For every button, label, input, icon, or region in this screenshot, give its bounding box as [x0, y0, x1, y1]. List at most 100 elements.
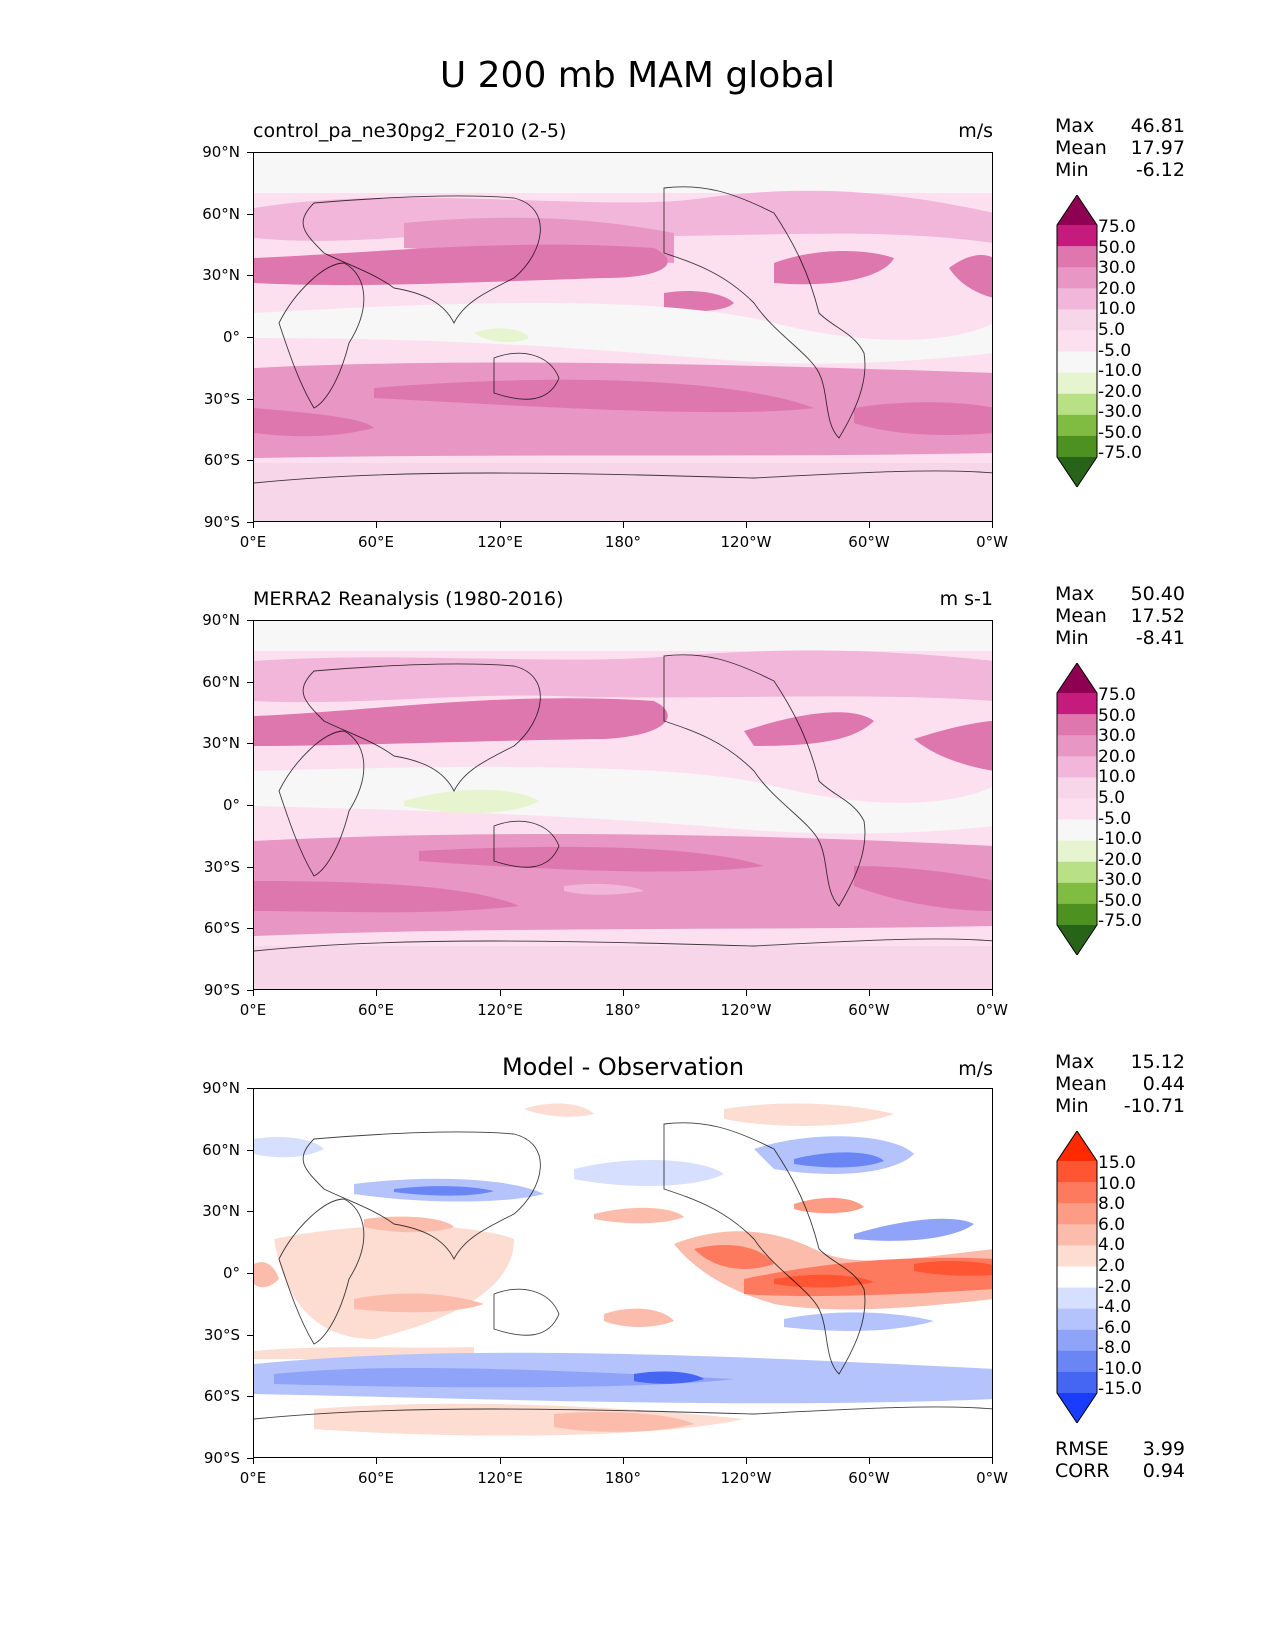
- x-tick: [746, 990, 748, 996]
- y-tick: [247, 805, 253, 807]
- colorbar-segment: [1057, 1161, 1097, 1183]
- colorbar-segment: [1057, 225, 1097, 247]
- colorbar-segment: [1057, 393, 1097, 416]
- x-tick: [500, 522, 502, 528]
- colorbar: [1056, 663, 1098, 955]
- y-tick: [247, 1273, 253, 1275]
- rmse-label: RMSE: [1055, 1438, 1109, 1460]
- y-tick-label: 30°N: [202, 1202, 240, 1220]
- y-tick-label: 30°N: [202, 266, 240, 284]
- y-tick-label: 0°: [222, 796, 240, 814]
- x-tick: [623, 990, 625, 996]
- x-tick-label: 60°W: [848, 1001, 890, 1019]
- map-field-observation: [254, 621, 992, 989]
- y-tick-label: 30°S: [203, 1326, 240, 1344]
- colorbar-segment: [1057, 1266, 1097, 1289]
- x-tick: [253, 990, 255, 996]
- colorbar-segment: [1057, 882, 1097, 905]
- x-tick-label: 60°E: [357, 1469, 395, 1487]
- x-tick: [869, 990, 871, 996]
- stats-box: Max 15.12 Mean 0.44 Min -10.71: [1055, 1051, 1185, 1117]
- colorbar-segment: [1057, 1308, 1097, 1331]
- colorbar-label: -10.0: [1098, 1359, 1142, 1379]
- x-tick-label: 0°E: [239, 533, 267, 551]
- stat-mean: 17.52: [1130, 605, 1185, 627]
- colorbar-segment: [1057, 309, 1097, 331]
- x-tick-label: 0°W: [976, 1001, 1008, 1019]
- colorbar-segment: [1057, 777, 1097, 799]
- map-field-model: [254, 153, 992, 521]
- colorbar-segment: [1057, 1131, 1097, 1161]
- x-tick-label: 60°E: [357, 533, 395, 551]
- x-tick-label: 60°W: [848, 1469, 890, 1487]
- y-tick: [247, 275, 253, 277]
- stat-max-label: Max: [1055, 115, 1095, 137]
- x-tick: [869, 522, 871, 528]
- y-tick-label: 60°N: [202, 205, 240, 223]
- x-tick: [992, 990, 994, 996]
- y-tick-label: 90°S: [203, 1449, 240, 1467]
- stat-min-label: Min: [1055, 1095, 1089, 1117]
- colorbar-segment: [1057, 840, 1097, 863]
- colorbar-label: -15.0: [1098, 1379, 1142, 1399]
- stat-max-label: Max: [1055, 583, 1095, 605]
- stat-mean: 0.44: [1142, 1073, 1185, 1095]
- colorbar-segment: [1057, 1287, 1097, 1310]
- x-tick: [746, 522, 748, 528]
- colorbar-segment: [1057, 267, 1097, 289]
- x-tick-label: 0°W: [976, 533, 1008, 551]
- colorbar-segment: [1057, 288, 1097, 310]
- colorbar: [1056, 1131, 1098, 1423]
- colorbar-label: -6.0: [1098, 1318, 1132, 1338]
- colorbar-label: -75.0: [1098, 443, 1142, 463]
- panel-units: m s-1: [939, 588, 993, 610]
- y-tick: [247, 214, 253, 216]
- colorbar-label: 5.0: [1098, 320, 1126, 340]
- y-tick: [247, 682, 253, 684]
- x-tick: [376, 1458, 378, 1464]
- y-tick-label: 60°S: [203, 1387, 240, 1405]
- y-tick-label: 30°N: [202, 734, 240, 752]
- panel-title: Model - Observation: [501, 1053, 745, 1081]
- colorbar: [1056, 195, 1098, 487]
- colorbar-segment: [1057, 693, 1097, 715]
- colorbar-label: 50.0: [1098, 238, 1136, 258]
- panel-model: control_pa_ne30pg2_F2010 (2-5) m/s: [0, 0, 1275, 551]
- colorbar-segment: [1057, 798, 1097, 821]
- colorbar-segment: [1057, 735, 1097, 757]
- stat-min: -8.41: [1135, 627, 1185, 649]
- x-tick: [253, 522, 255, 528]
- colorbar-segment: [1057, 756, 1097, 778]
- map-plot-observation: [253, 620, 993, 990]
- y-tick-label: 30°S: [203, 390, 240, 408]
- y-tick: [247, 1211, 253, 1213]
- corr-value: 0.94: [1142, 1460, 1185, 1482]
- map-field-difference: [254, 1089, 992, 1457]
- colorbar-label: 30.0: [1098, 726, 1136, 746]
- colorbar-label: 20.0: [1098, 279, 1136, 299]
- x-tick: [992, 1458, 994, 1464]
- colorbar-label: -4.0: [1098, 1297, 1132, 1317]
- colorbar-label: -20.0: [1098, 382, 1142, 402]
- corr-label: CORR: [1055, 1460, 1110, 1482]
- y-tick-label: 90°S: [203, 981, 240, 999]
- colorbar-label: 6.0: [1098, 1215, 1126, 1235]
- panel-difference: Model - Observation m/s: [0, 0, 1275, 1487]
- colorbar-segment: [1057, 1203, 1097, 1225]
- x-tick-label: 120°W: [720, 1001, 772, 1019]
- colorbar-segment: [1057, 246, 1097, 268]
- colorbar-segment: [1057, 903, 1097, 926]
- colorbar-label: -10.0: [1098, 361, 1142, 381]
- stats-box: Max 50.40 Mean 17.52 Min -8.41: [1055, 583, 1185, 649]
- x-tick-label: 180°: [604, 1469, 642, 1487]
- x-tick-label: 120°W: [720, 1469, 772, 1487]
- colorbar-label: -30.0: [1098, 870, 1142, 890]
- y-tick: [247, 522, 253, 524]
- stat-mean-label: Mean: [1055, 137, 1107, 159]
- x-tick-label: 60°W: [848, 533, 890, 551]
- colorbar-label: 10.0: [1098, 767, 1136, 787]
- colorbar-segment: [1057, 1224, 1097, 1246]
- x-tick-label: 120°E: [477, 533, 523, 551]
- colorbar-label: -8.0: [1098, 1338, 1132, 1358]
- stat-min-label: Min: [1055, 159, 1089, 181]
